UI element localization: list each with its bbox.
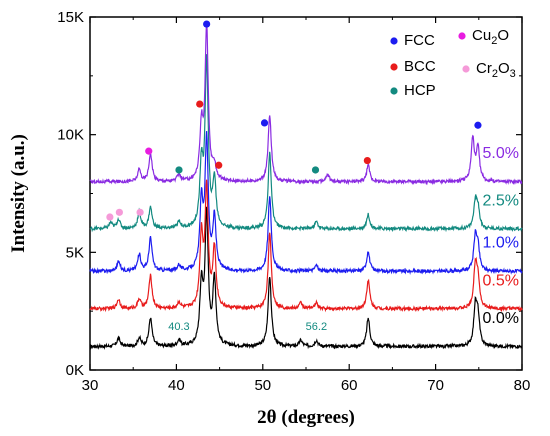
phase-marker — [115, 208, 123, 216]
x-tick-label: 80 — [514, 377, 531, 394]
plot-frame — [89, 16, 523, 371]
legend-marker — [390, 37, 398, 45]
x-tick-label: 60 — [341, 377, 358, 394]
x-tick-label: 50 — [254, 377, 271, 394]
legend-label: Cr2O3 — [476, 60, 516, 80]
phase-marker — [260, 119, 269, 127]
phase-marker — [474, 121, 482, 129]
series-line — [89, 131, 523, 275]
legend-label: FCC — [404, 32, 435, 49]
phase-marker — [106, 213, 114, 221]
series-label: 5.0% — [483, 145, 519, 162]
chart-curves — [89, 21, 523, 351]
phase-marker — [203, 20, 211, 28]
peak-annotation: 56.2 — [306, 321, 327, 333]
y-tick-label: 15K — [57, 9, 84, 26]
series-label: 2.5% — [483, 192, 519, 209]
phase-markers — [106, 20, 482, 221]
peak-annotation: 40.3 — [168, 321, 189, 333]
legend-label: HCP — [404, 82, 436, 99]
series-label: 0.0% — [483, 310, 519, 327]
y-tick-label: 10K — [57, 127, 84, 144]
x-tick-label: 30 — [82, 377, 99, 394]
series-line — [89, 206, 523, 351]
x-axis-title: 2θ (degrees) — [257, 407, 355, 428]
legend-marker — [390, 87, 398, 95]
y-tick-label: 0K — [66, 362, 84, 379]
phase-marker — [175, 166, 183, 174]
series-label: 1.0% — [483, 235, 519, 252]
legend-marker — [458, 32, 466, 40]
x-tick-label: 40 — [168, 377, 185, 394]
phase-marker — [136, 208, 144, 216]
legend-label: BCC — [404, 58, 436, 75]
series-line — [89, 179, 523, 313]
phase-marker — [363, 156, 371, 165]
series-line — [89, 21, 523, 186]
legend-marker — [462, 65, 470, 73]
chart-labels: 0.0% 0.5% 1.0% 2.5% 5.0% 40.3 56.2 — [168, 145, 519, 333]
phase-marker — [196, 100, 204, 108]
phase-marker — [145, 147, 153, 155]
series-label: 0.5% — [483, 272, 519, 289]
chart-legend: FCC BCC HCP Cu2O Cr2O3 — [390, 27, 516, 99]
chart-axes: 30 40 50 60 70 80 0K 5K 10K 15K 2θ (degrees) Intens… — [8, 9, 530, 428]
y-tick-label: 5K — [66, 244, 84, 261]
legend-label: Cu2O — [472, 27, 509, 47]
phase-marker — [311, 166, 320, 174]
phase-marker — [215, 161, 223, 169]
series-line — [89, 54, 523, 233]
x-tick-label: 70 — [427, 377, 444, 394]
legend-marker — [390, 63, 398, 71]
y-axis-title: Intensity (a.u.) — [8, 134, 29, 253]
